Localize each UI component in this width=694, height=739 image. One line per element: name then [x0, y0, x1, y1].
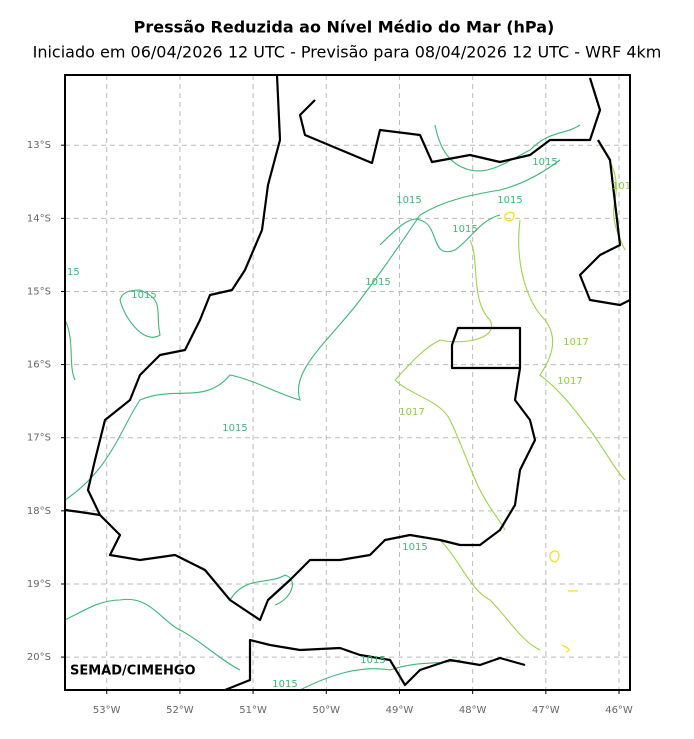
y-tick-label: 15°S: [27, 286, 51, 297]
x-tick-label: 51°W: [239, 705, 267, 716]
y-tick-label: 13°S: [27, 140, 51, 151]
contour-label: 15: [67, 267, 80, 278]
y-tick-label: 20°S: [27, 652, 51, 663]
x-tick-label: 53°W: [93, 705, 121, 716]
isobar: [119, 289, 161, 338]
x-tick-label: 50°W: [312, 705, 340, 716]
y-tick-label: 19°S: [27, 579, 51, 590]
isobar: [518, 219, 626, 481]
contour-label: 1015: [272, 679, 297, 690]
isobar: [229, 574, 461, 691]
isobar: [394, 239, 506, 531]
contour-label: 1017: [563, 337, 588, 348]
isobar: [64, 159, 561, 501]
x-tick-label: 47°W: [532, 705, 560, 716]
contour-label: 1015: [222, 423, 247, 434]
y-tick-label: 14°S: [27, 213, 51, 224]
contour-label: 1015: [396, 195, 421, 206]
contour-label: 1017: [557, 376, 582, 387]
x-tick-label: 48°W: [459, 705, 487, 716]
isobar: [504, 211, 578, 653]
y-tick-label: 17°S: [27, 433, 51, 444]
x-tick-label: 49°W: [386, 705, 414, 716]
state-border: [86, 74, 537, 622]
contour-label: 1015: [131, 290, 156, 301]
contour-label: 1015: [452, 224, 477, 235]
isobar: [434, 124, 581, 172]
state-border: [64, 508, 526, 692]
contour-label: 1015: [402, 542, 427, 553]
x-tick-label: 52°W: [166, 705, 194, 716]
contour-label: 101: [612, 181, 631, 192]
contour-label: 1015: [365, 277, 390, 288]
y-tick-label: 18°S: [27, 506, 51, 517]
district-border: [450, 326, 522, 370]
credit: SEMAD/CIMEHGO: [70, 664, 196, 679]
subtitle: Iniciado em 06/04/2026 12 UTC - Previsão…: [33, 43, 662, 62]
title: Pressão Reduzida ao Nível Médio do Mar (…: [134, 18, 555, 37]
isobar: [439, 144, 626, 651]
borders: [64, 74, 631, 692]
contours: [64, 124, 626, 691]
contour-label: 1015: [497, 195, 522, 206]
x-tick-label: 46°W: [605, 705, 633, 716]
contour-label: 1017: [399, 407, 424, 418]
contour-label: 1015: [532, 157, 557, 168]
isobar: [379, 214, 501, 253]
state-border: [298, 77, 631, 307]
isobar: [64, 319, 241, 671]
contour-labels: 1015 1015 1015 1015 1015 1015 1015 1015 …: [67, 157, 631, 690]
y-tick-label: 16°S: [27, 360, 51, 371]
graticule: [65, 75, 630, 690]
map-frame: [64, 74, 631, 691]
contour-label: 1015: [360, 655, 385, 666]
